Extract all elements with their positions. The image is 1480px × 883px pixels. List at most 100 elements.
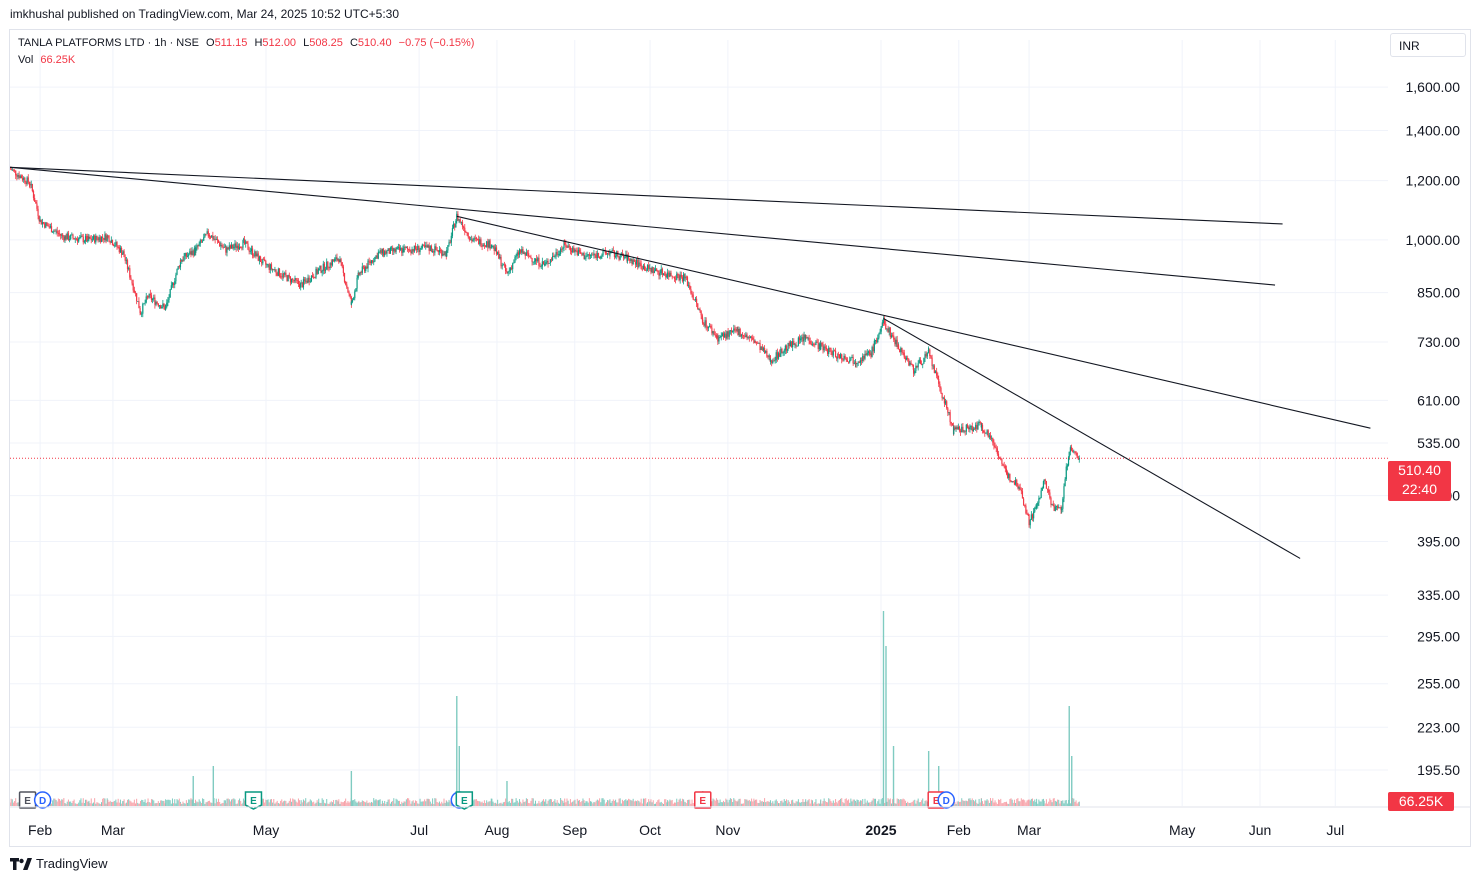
volume-bar [792, 799, 794, 806]
candle-body [963, 430, 965, 432]
candle-body [776, 352, 778, 359]
volume-bar [728, 799, 730, 806]
price-tick-label: 1,400.00 [1406, 123, 1461, 139]
candle-body [654, 268, 657, 271]
candle-body [278, 268, 281, 277]
candle-body [108, 235, 110, 242]
candle-body [200, 240, 203, 242]
chart-frame[interactable]: EDEDEEED 195.50223.00255.00295.00335.003… [9, 29, 1471, 847]
event-letter: E [933, 796, 940, 807]
candle-body [975, 424, 977, 429]
volume-bar [269, 799, 271, 806]
tradingview-logo[interactable]: TradingView [10, 856, 108, 871]
volume-bar [144, 799, 146, 806]
volume-bar [101, 802, 103, 806]
volume-bar [574, 799, 576, 806]
trendline[interactable] [883, 317, 1301, 559]
time-axis[interactable]: Feb Mar May Jul Aug Sep Oct Nov 2025 Feb Mar May Jun… [10, 806, 1470, 838]
volume-bar [66, 801, 68, 806]
candle-body [1069, 447, 1071, 452]
volume-bar [857, 799, 859, 806]
volume-bar [612, 799, 614, 806]
trendline[interactable] [10, 166, 1283, 225]
volume-bar [425, 801, 427, 806]
volume-bar [670, 800, 672, 806]
price-chart[interactable]: EDEDEEED 195.50223.00255.00295.00335.003… [10, 30, 1470, 846]
volume-bar [74, 803, 76, 806]
candle-body [729, 330, 731, 332]
earnings-marker[interactable]: E [694, 791, 712, 809]
trendline-layer[interactable] [10, 166, 1371, 559]
candle-body [84, 236, 87, 242]
candle-body [1015, 479, 1017, 485]
candle-body [178, 266, 180, 268]
close-value: 510.40 [357, 37, 392, 49]
earnings-marker[interactable]: E [18, 791, 37, 809]
volume-bar [771, 802, 773, 806]
volume-bar [392, 800, 394, 806]
price-axis[interactable]: 195.50223.00255.00295.00335.00395.00455.… [1406, 79, 1461, 778]
candle-body [406, 247, 409, 250]
candle-body [523, 252, 525, 254]
candle-body [754, 341, 757, 343]
volume-bar [480, 802, 482, 806]
volume-bar [767, 801, 769, 806]
trendline[interactable] [456, 215, 1371, 429]
symbol-title[interactable]: TANLA PLATFORMS LTD · 1h · NSE [18, 37, 199, 49]
volume-bar [60, 800, 62, 806]
candle-body [826, 349, 829, 354]
volume-bar [669, 799, 671, 806]
volume-bar [562, 800, 564, 806]
currency-selector[interactable]: INR [1390, 33, 1466, 57]
candle-body [451, 228, 454, 236]
candle-body [1022, 498, 1025, 506]
candle-body [784, 345, 786, 351]
volume-bar [979, 802, 981, 806]
candle-body [876, 340, 878, 343]
volume-bar [1009, 799, 1011, 806]
candle-body [684, 274, 686, 279]
candle-body [508, 270, 510, 272]
volume-bar [1076, 803, 1078, 806]
volume-bar [902, 798, 904, 806]
candle-body [394, 248, 396, 252]
candle-body [737, 328, 739, 335]
candle-body [585, 256, 587, 259]
candle-body [240, 247, 242, 248]
volume-bar [231, 799, 233, 806]
candle-body [502, 264, 504, 266]
volume-bar [894, 803, 896, 806]
volume-bar [972, 800, 974, 806]
candle-body [592, 254, 594, 256]
candle-body [586, 255, 588, 257]
volume-bar [984, 800, 986, 806]
volume-bar [650, 799, 652, 806]
dividend-marker[interactable]: D [937, 791, 955, 809]
candle-body [796, 345, 798, 347]
earnings-marker[interactable]: E [455, 791, 474, 810]
volume-bar [103, 798, 105, 806]
earnings-marker[interactable]: E [244, 791, 263, 810]
time-tick-label: May [1169, 822, 1195, 838]
candle-body [973, 428, 976, 430]
trendline[interactable] [10, 166, 1276, 286]
candle-body [174, 281, 176, 286]
candle-body [528, 253, 530, 257]
volume-bar [554, 799, 556, 806]
candle-body [793, 341, 795, 345]
volume-bar [189, 799, 191, 806]
volume-bar [555, 802, 557, 806]
volume-bar [160, 800, 162, 806]
volume-bar [281, 799, 283, 806]
volume-bar [327, 803, 329, 806]
candle-body [47, 224, 49, 227]
candle-body [818, 343, 820, 350]
volume-bar [295, 801, 297, 806]
candle-body [658, 271, 660, 276]
volume-bar [675, 802, 677, 806]
candle-body [954, 427, 956, 429]
event-markers[interactable]: EDEDEEED [18, 791, 955, 810]
candle-body [555, 252, 557, 257]
volume-bar [418, 803, 420, 806]
dividend-marker[interactable]: D [33, 791, 52, 809]
